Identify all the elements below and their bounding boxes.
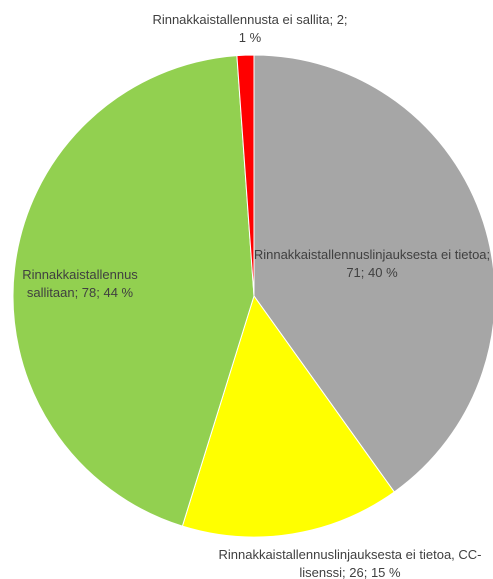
data-label: Rinnakkaistallennus sallitaan; 78; 44 % xyxy=(22,267,138,300)
data-label: Rinnakkaistallennuslinjauksesta ei tieto… xyxy=(218,547,482,579)
pie-slice xyxy=(236,54,255,297)
data-label: Rinnakkaistallennuslinjauksesta ei tieto… xyxy=(253,247,491,280)
data-label: Rinnakkaistallennusta ei sallita; 2; 1 % xyxy=(152,12,348,45)
pie-slice xyxy=(253,54,493,493)
pie-slice xyxy=(12,55,255,527)
